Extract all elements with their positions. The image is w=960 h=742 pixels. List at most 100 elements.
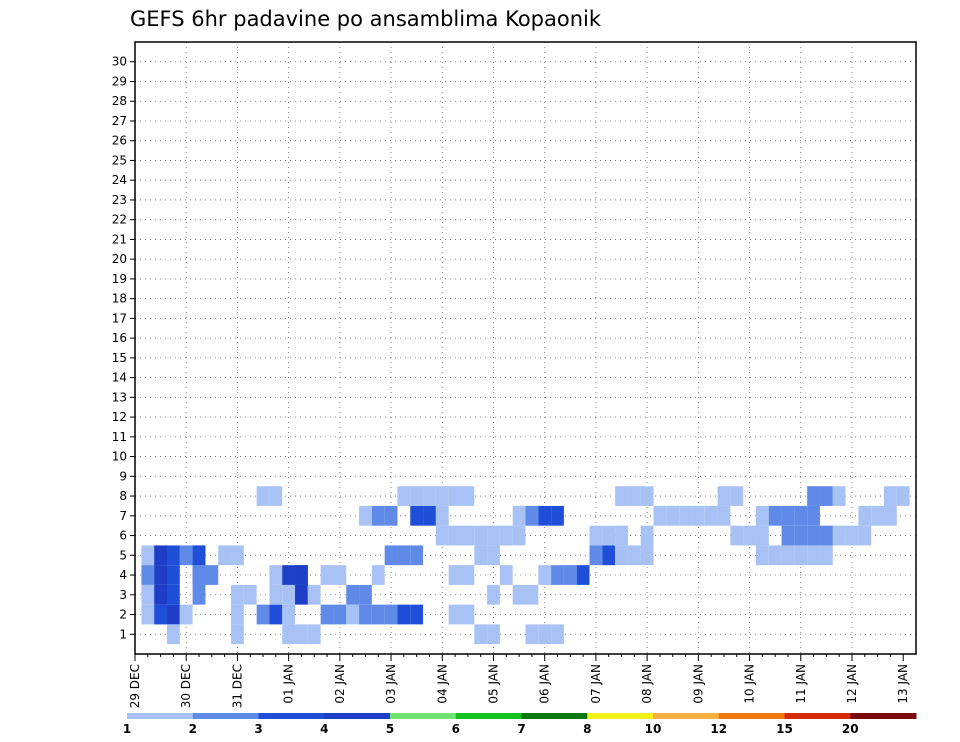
y-tick-label: 27 [112,114,127,128]
heatmap-cell [883,486,897,506]
y-tick-label: 23 [112,193,127,207]
heatmap-cell [704,505,718,526]
colorbar-segment [850,713,917,719]
x-tick-label: 08 JAN [640,664,654,704]
heatmap-cell [461,565,475,585]
heatmap-cell [538,565,552,585]
heatmap-cell [589,525,603,546]
y-tick-label: 18 [112,292,127,306]
heatmap-cell [717,486,731,506]
heatmap-cell [179,545,193,566]
y-tick-label: 3 [119,588,127,602]
y-tick-label: 24 [112,173,127,187]
grid-lines [135,42,916,654]
heatmap-cell [448,486,462,506]
x-tick-label: 12 JAN [845,664,859,704]
heatmap-cell [487,584,500,605]
heatmap-cell [410,486,424,506]
heatmap-cell [141,584,155,605]
heatmap-cell [435,486,449,506]
y-tick-label: 25 [112,153,127,167]
y-tick-label: 21 [112,232,127,246]
heatmap-cell [781,505,795,526]
colorbar-segment [192,713,259,719]
heatmap-cell [602,525,616,546]
heatmap-cell [231,584,244,605]
heatmap-cell [448,565,462,585]
y-tick-label: 12 [112,410,127,424]
y-tick-label: 10 [112,450,127,464]
heatmap-cell [474,525,488,546]
heatmap-cell [551,624,564,645]
heatmap-cell [551,505,564,526]
heatmap-cell [627,486,641,506]
heatmap-cell [218,545,232,566]
colorbar-segment [455,713,522,719]
y-tick-label: 7 [119,509,127,523]
heatmap-cell [627,545,641,566]
heatmap-cell [231,624,244,645]
heatmap-cell [384,505,398,526]
heatmap-cell [269,565,283,585]
y-tick-label: 11 [112,430,127,444]
heatmap-cell [397,604,411,625]
y-tick-label: 6 [119,529,127,543]
colorbar-segment [258,713,325,719]
y-axis-ticks: 1234567891011121314151617181920212223242… [112,55,135,641]
x-tick-label: 01 JAN [282,664,296,704]
heatmap-cell [346,604,360,625]
heatmap-cell [192,565,206,585]
heatmap-cell [167,604,180,625]
heatmap-cell [448,525,462,546]
heatmap-cell [154,545,168,566]
chart-title: GEFS 6hr padavine po ansamblima Kopaonik [130,7,602,31]
heatmap-cell [371,604,385,625]
heatmap-cell [141,565,155,585]
heatmap-cell [794,545,808,566]
colorbar: 1 2 3 4 5 6 7 8 10 12 15 20 [123,713,917,736]
x-tick-label: 02 JAN [333,664,347,704]
heatmap-cell [154,565,168,585]
heatmap-cell [359,604,372,625]
heatmap-cell [730,486,744,506]
heatmap-cell [551,565,564,585]
heatmap-cell [653,505,667,526]
heatmap-cell [781,525,795,546]
heatmap-cell [525,505,539,526]
heatmap-cell [768,545,782,566]
heatmap-cell [307,584,321,605]
colorbar-label: 1 [123,722,131,736]
heatmap-cell [679,505,692,526]
heatmap-cell [205,565,219,585]
heatmap-cell [858,525,872,546]
heatmap-cell [487,525,500,546]
heatmap-cell [525,624,539,645]
heatmap-cell [499,525,513,546]
x-tick-label: 06 JAN [538,664,552,704]
heatmap-cell [359,584,372,605]
heatmap-cell [371,565,385,585]
heatmap-cell [512,505,526,526]
colorbar-label: 5 [386,722,394,736]
heatmap-cell [487,545,500,566]
heatmap-cell [883,505,897,526]
heatmap-cell [269,486,283,506]
heatmap-cell [666,505,680,526]
colorbar-label: 3 [254,722,262,736]
heatmap-cell [538,624,552,645]
colorbar-segment [521,713,588,719]
heatmap-cell [167,565,180,585]
heatmap-cell [576,565,590,585]
heatmap-cell [807,486,820,506]
heatmap-cell [179,604,193,625]
heatmap-cell [282,624,296,645]
heatmap-cell [525,584,539,605]
y-tick-label: 9 [119,469,127,483]
heatmap-cell [307,624,321,645]
heatmap-cell [461,486,475,506]
heatmap-cell [384,604,398,625]
heatmap-cell [359,505,372,526]
colorbar-segment [784,713,851,719]
heatmap-cell [589,545,603,566]
colorbar-label: 4 [320,722,328,736]
